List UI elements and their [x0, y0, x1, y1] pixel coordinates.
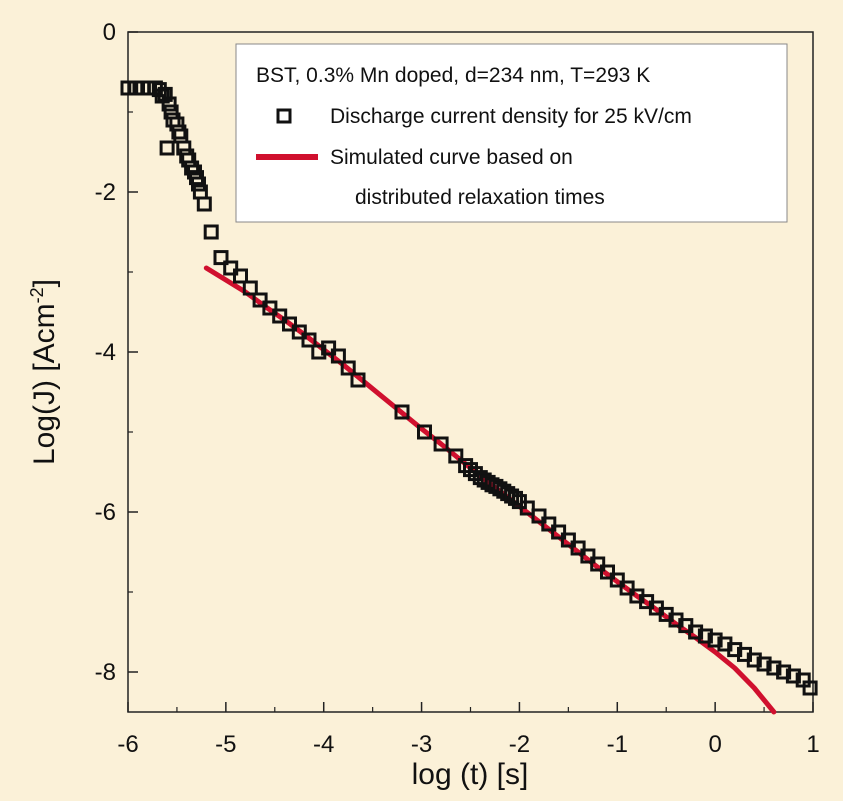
data-point — [159, 140, 175, 156]
x-axis-title: log (t) [s] — [412, 758, 529, 791]
data-point — [551, 524, 567, 540]
data-point — [560, 532, 576, 548]
data-point — [609, 572, 625, 588]
data-point — [301, 332, 317, 348]
legend-entry-discharge: Discharge current density for 25 kV/cm — [330, 105, 692, 128]
data-point — [233, 268, 248, 284]
data-point — [340, 360, 356, 376]
data-point — [272, 308, 288, 324]
data-point — [600, 564, 615, 580]
data-point — [171, 124, 187, 140]
discharge-current-points — [120, 80, 818, 696]
data-point — [321, 340, 337, 356]
y-axis-title-main: Log(J) [Acm — [28, 303, 61, 465]
data-point — [223, 260, 239, 276]
data-point — [433, 436, 449, 452]
data-point — [508, 490, 523, 506]
x-tick-label: -5 — [215, 731, 236, 758]
x-tick-label: -6 — [117, 731, 138, 758]
data-point — [766, 660, 782, 676]
legend-entry-simulated: Simulated curve based on — [330, 146, 573, 169]
legend-box — [235, 43, 788, 223]
x-tick-label: 1 — [806, 731, 819, 758]
data-point — [262, 300, 278, 316]
data-point — [191, 176, 206, 192]
data-point — [196, 196, 212, 212]
data-point — [448, 448, 464, 464]
data-point — [590, 556, 606, 572]
data-point — [785, 668, 801, 684]
data-point — [697, 628, 713, 644]
x-tick-label: -1 — [607, 731, 628, 758]
data-point — [541, 516, 557, 532]
y-axis-title-superscript: -2 — [27, 287, 47, 303]
data-point — [350, 372, 366, 388]
x-tick-label: -2 — [509, 731, 530, 758]
y-tick-label: -8 — [95, 659, 116, 686]
data-point — [311, 344, 327, 360]
data-point — [252, 292, 268, 308]
x-tick-label: -4 — [313, 731, 334, 758]
data-point — [203, 224, 219, 240]
data-point — [213, 250, 229, 266]
y-axis-title-close: ] — [28, 279, 61, 287]
y-tick-label: -2 — [95, 179, 116, 206]
data-point — [282, 316, 297, 332]
data-point — [746, 652, 762, 668]
y-axis-title: Log(J) [Acm-2] — [27, 279, 61, 465]
legend-header: BST, 0.3% Mn doped, d=234 nm, T=293 K — [256, 64, 650, 87]
data-point — [394, 404, 410, 420]
data-point — [707, 632, 723, 648]
x-tick-label: -3 — [411, 731, 432, 758]
data-point — [580, 548, 596, 564]
data-point — [619, 580, 635, 596]
data-point — [161, 96, 177, 112]
legend: BST, 0.3% Mn doped, d=234 nm, T=293 K Di… — [235, 43, 788, 223]
data-point — [157, 86, 173, 102]
y-axis-ticks: 0 -2 -4 -6 -8 — [95, 19, 138, 686]
data-point — [802, 680, 818, 696]
y-tick-label: 0 — [103, 19, 116, 46]
data-point — [531, 508, 547, 524]
data-point — [242, 280, 258, 296]
data-point — [688, 624, 704, 640]
x-tick-label: 0 — [708, 731, 721, 758]
y-tick-label: -4 — [95, 339, 116, 366]
legend-square-marker — [276, 108, 292, 124]
data-point — [120, 80, 136, 96]
legend-entry-simulated-cont: distributed relaxation times — [355, 186, 605, 209]
data-point — [330, 348, 346, 364]
data-point — [291, 324, 307, 340]
data-point — [417, 424, 432, 440]
data-point — [519, 500, 535, 516]
data-point — [570, 540, 586, 556]
x-axis-ticks: -6 -5 -4 -3 -2 -1 0 1 — [117, 702, 820, 758]
y-tick-label: -6 — [95, 499, 116, 526]
data-point — [776, 664, 792, 680]
data-point — [756, 656, 772, 672]
